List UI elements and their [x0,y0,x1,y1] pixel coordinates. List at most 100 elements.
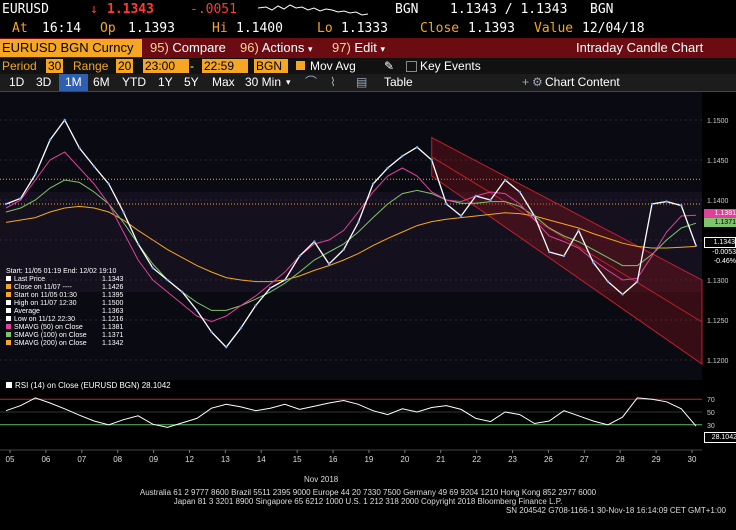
line-chart-icon[interactable]: ⌒ [305,75,318,89]
price-point [269,286,272,290]
legend-item: Close on 11/07 ---- 1.1426 [6,284,123,292]
footer-line3: SN 204542 G708-1166-1 30-Nov-18 16:14:09… [505,506,726,515]
key-events-label: Key Events [420,59,481,73]
table-button[interactable]: Table [384,75,413,89]
legend-label: Close on 11/07 ---- [14,284,72,291]
bid-ask: 1.1343 / 1.1343 [450,2,568,17]
range-1d[interactable]: 1D [9,75,25,89]
rsi-value-label: 28.1042 [704,432,736,443]
legend-swatch [6,332,11,337]
y-tick-label: 1.1300 [707,278,729,285]
price-point [342,248,345,251]
dropdown-icon: ▾ [286,77,291,87]
price-point [195,309,199,312]
y-tick-label: 1.1450 [707,158,729,165]
x-tick-label: 22 [472,455,481,464]
price-point [503,178,507,182]
legend-swatch [6,324,11,329]
price-point [357,221,360,224]
range-3d[interactable]: 3D [36,75,52,89]
price-line [5,118,697,349]
legend-label: SMAVG (50) on Close [14,324,83,331]
range-field[interactable]: 20 [116,59,134,73]
legend-label: Low on 11/12 22:30 [14,316,75,323]
price-point [63,118,66,122]
legend-value: 1.1342 [102,340,124,347]
time-label: At [12,21,28,36]
source-field[interactable]: BGN [254,59,288,73]
price-point [210,330,213,334]
x-tick-label: 08 [113,455,122,464]
mov-avg-checkbox[interactable] [296,61,305,70]
price-point [445,202,448,206]
start-time-field[interactable]: 23:00 [143,59,189,73]
price-point [166,278,169,282]
rsi-tick-label: 30 [707,423,715,430]
price-point [180,290,184,294]
edit-button[interactable]: 97) Edit ▾ [332,38,385,58]
chart-content-button[interactable]: Chart Content [545,75,620,89]
period-label: Period [2,59,37,73]
price-point [386,166,389,170]
rsi-line [5,397,697,428]
open-value: 1.1393 [128,21,175,36]
price-point [562,254,566,258]
legend-value: 1.1343 [102,276,124,283]
compare-label: Compare [172,40,226,55]
dropdown-icon: ▾ [380,44,385,54]
close-value: 1.1393 [468,21,515,36]
range-1m[interactable]: 1M [59,74,88,91]
price-point [680,204,683,207]
price-point [107,182,110,186]
legend-item: Start on 11/05 01:30 1.1395 [6,292,123,300]
legend-value: 1.1395 [102,292,124,299]
legend-item: SMAVG (50) on Close 1.1381 [6,324,123,332]
price-point [283,278,287,282]
actions-button[interactable]: 96) Actions ▾ [240,38,313,58]
x-tick-label: 06 [41,455,50,464]
last-price-box: 1.1343 -0.0053 -0.46% [704,237,736,266]
x-tick-label: 28 [616,455,625,464]
compare-button[interactable]: 95) Compare [150,38,226,58]
price-point [34,173,37,176]
security-field[interactable]: EURUSD BGN Curncy [0,39,142,57]
chart-title: Intraday Candle Chart [576,40,704,55]
legend-value: 1.1371 [102,332,124,339]
range-max[interactable]: Max [212,75,235,89]
price-point [401,154,404,158]
y-tick-label: 1.1400 [707,198,729,205]
legend-range: Start: 11/05 01:19 End: 12/02 19:10 [6,268,117,275]
price-point [415,146,419,149]
sparkline [258,4,368,16]
range-5y[interactable]: 5Y [184,75,199,89]
bar-chart-icon[interactable]: ▤ [356,75,368,89]
period-field[interactable]: 30 [46,59,64,73]
gear-icon[interactable]: ⚙ [532,75,543,89]
end-time-field[interactable]: 22:59 [202,59,248,73]
edit-label: Edit [354,40,377,55]
interval-select[interactable]: 30 Min [245,75,282,89]
legend-value: 1.1216 [102,316,124,323]
pencil-icon[interactable]: ✎ [384,59,395,73]
x-tick-label: 14 [257,455,266,464]
key-events-checkbox[interactable] [406,61,417,72]
legend-swatch [6,276,11,281]
range-ytd[interactable]: YTD [122,75,146,89]
price-point [533,214,536,218]
range-label: Range [73,59,109,73]
price-point [547,250,551,254]
line-chart-icon[interactable]: ⌇ [330,75,336,89]
last-label: 1.1343 [704,237,736,248]
range-1y[interactable]: 1Y [158,75,173,89]
price-point [78,146,81,150]
x-tick-label: 05 [6,455,15,464]
y-tick-label: 1.1500 [707,118,729,125]
range-6m[interactable]: 6M [93,75,110,89]
x-tick-label: 27 [580,455,589,464]
sma-line [5,179,697,311]
legend-item: SMAVG (100) on Close 1.1371 [6,332,123,340]
trend-midline [431,156,703,323]
settings-bar: Period 30 Range 20 23:00 - 22:59 BGN Mov… [0,58,736,74]
source-label-2: BGN [590,2,614,17]
legend-label: SMAVG (200) on Close [14,340,87,347]
